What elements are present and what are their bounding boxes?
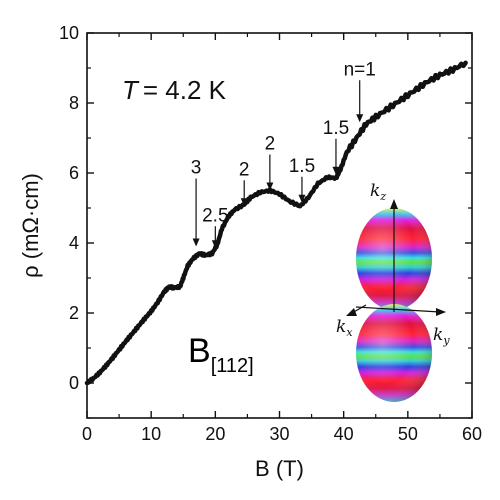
resistivity-curve bbox=[84, 60, 468, 386]
landau-level-label: 3 bbox=[191, 158, 202, 179]
y-tick-label: 2 bbox=[69, 303, 79, 323]
x-tick-label: 10 bbox=[141, 424, 161, 444]
kz-arrowhead bbox=[390, 199, 398, 209]
y-tick-label: 0 bbox=[69, 373, 79, 393]
x-tick-label: 40 bbox=[334, 424, 354, 444]
x-tick-label: 0 bbox=[82, 424, 92, 444]
ky-axis bbox=[355, 306, 441, 313]
landau-level-label: 1.5 bbox=[323, 118, 349, 139]
y-axis-title: ρ (mΩ·cm) bbox=[18, 173, 43, 278]
axes: 0 10 20 30 40 50 60 0 2 4 6 8 10 B (T) ρ (mΩ·cm) bbox=[18, 23, 482, 481]
fermi-surface-lower-shade bbox=[356, 304, 432, 402]
ky-label: ky bbox=[433, 325, 450, 347]
annotation-arrowhead bbox=[266, 182, 274, 191]
y-tick-label: 10 bbox=[59, 23, 79, 43]
x-axis-title: B (T) bbox=[255, 456, 304, 481]
x-tick-label: 60 bbox=[462, 424, 482, 444]
annotation-arrowhead bbox=[211, 240, 219, 249]
annotation-arrowhead bbox=[240, 198, 248, 207]
annotation-arrowhead bbox=[332, 166, 340, 175]
x-tick-label: 50 bbox=[398, 424, 418, 444]
temperature-label: T = 4.2 K bbox=[122, 75, 227, 105]
y-tick-label: 8 bbox=[69, 93, 79, 113]
kx-label: kx bbox=[336, 317, 353, 339]
y-tick-label: 4 bbox=[69, 233, 79, 253]
annotation-arrowhead bbox=[192, 238, 200, 247]
kx-arrowhead bbox=[346, 308, 357, 316]
field-direction-label: B[112] bbox=[188, 332, 254, 377]
fermi-surface-inset: kz kx ky bbox=[336, 181, 450, 402]
kz-label: kz bbox=[370, 181, 386, 203]
x-tick-label: 30 bbox=[269, 424, 289, 444]
ky-arrowhead bbox=[436, 308, 446, 316]
annotations: 3 2.5 22 1.5 1.5 n=1 bbox=[191, 59, 376, 249]
landau-level-label: 2.5 bbox=[202, 205, 228, 226]
annotation-arrowhead bbox=[356, 114, 364, 123]
landau-level-label: 2 bbox=[239, 159, 250, 180]
landau-level-label: 2 bbox=[265, 134, 276, 155]
y-tick-label: 6 bbox=[69, 163, 79, 183]
x-tick-label: 20 bbox=[205, 424, 225, 444]
data-series bbox=[84, 60, 468, 386]
landau-level-label: n=1 bbox=[344, 59, 376, 80]
annotation-arrowhead bbox=[298, 194, 306, 203]
landau-level-label: 1.5 bbox=[289, 156, 315, 177]
